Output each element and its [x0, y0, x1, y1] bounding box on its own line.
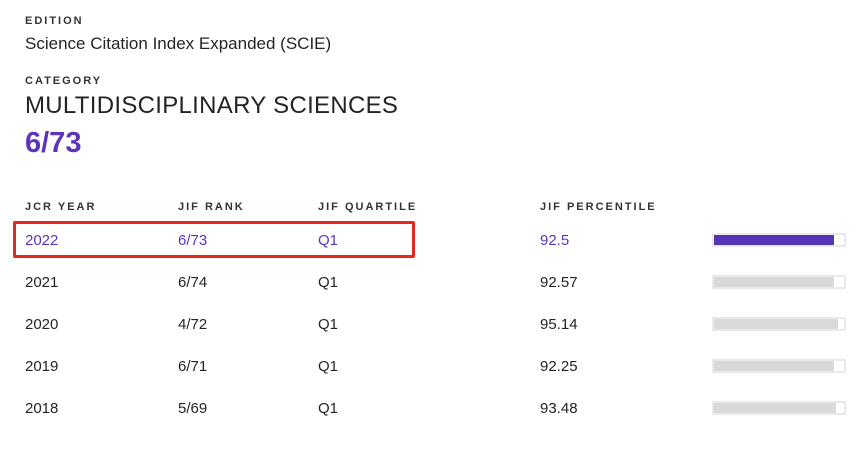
percentile-bar-fill — [714, 403, 836, 413]
jcr-year-cell: 2020 — [25, 315, 59, 333]
jcr-year-cell[interactable]: 2022 — [25, 231, 59, 249]
jif-percentile-cell[interactable]: 92.5 — [540, 231, 570, 249]
column-header-jif-quartile: JIF QUARTILE — [318, 201, 418, 213]
jif-percentile-cell: 93.48 — [540, 399, 578, 417]
jif-rank-cell: 4/72 — [178, 315, 208, 333]
column-header-jif-rank: JIF RANK — [178, 201, 245, 213]
jif-percentile-cell: 95.14 — [540, 315, 578, 333]
category-label: CATEGORY — [25, 75, 103, 87]
jcr-year-cell: 2019 — [25, 357, 59, 375]
table-row: 2020 4/72 Q1 95.14 — [25, 303, 865, 345]
table-row: 2018 5/69 Q1 93.48 — [25, 387, 865, 429]
rank-history-table: JCR YEAR JIF RANK JIF QUARTILE JIF PERCE… — [13, 201, 865, 429]
percentile-bar-fill — [714, 319, 838, 329]
jcr-year-cell: 2021 — [25, 273, 59, 291]
jif-rank-cell: 5/69 — [178, 399, 208, 417]
percentile-bar-fill — [714, 235, 835, 245]
percentile-bar-track — [712, 359, 846, 373]
percentile-bar-track — [712, 317, 846, 331]
jcr-year-cell: 2018 — [25, 399, 59, 417]
table-row: 2021 6/74 Q1 92.57 — [25, 261, 865, 303]
jif-rank-cell: 6/71 — [178, 357, 208, 375]
jif-quartile-cell[interactable]: Q1 — [318, 231, 339, 249]
table-body: 2022 6/73 Q1 92.5 2021 6/74 Q1 92.57 202… — [13, 219, 865, 429]
jif-rank-cell: 6/74 — [178, 273, 208, 291]
percentile-bar-track — [712, 401, 846, 415]
jif-quartile-cell: Q1 — [318, 399, 339, 417]
percentile-bar-fill — [714, 277, 835, 287]
current-year-rank: 6/73 — [25, 127, 82, 159]
percentile-bar-track — [712, 233, 846, 247]
edition-label: EDITION — [25, 15, 84, 27]
jif-percentile-cell: 92.57 — [540, 273, 578, 291]
jif-quartile-cell: Q1 — [318, 357, 339, 375]
jcr-category-rank-panel: EDITION Science Citation Index Expanded … — [13, 15, 865, 429]
column-header-jcr-year: JCR YEAR — [25, 201, 97, 213]
jif-rank-cell[interactable]: 6/73 — [178, 231, 208, 249]
jif-percentile-cell: 92.25 — [540, 357, 578, 375]
column-header-jif-percentile: JIF PERCENTILE — [540, 201, 657, 213]
table-row: 2019 6/71 Q1 92.25 — [25, 345, 865, 387]
table-header-row: JCR YEAR JIF RANK JIF QUARTILE JIF PERCE… — [25, 201, 865, 213]
percentile-bar-fill — [714, 361, 834, 371]
category-value: MULTIDISCIPLINARY SCIENCES — [25, 92, 399, 119]
jif-quartile-cell: Q1 — [318, 315, 339, 333]
percentile-bar-track — [712, 275, 846, 289]
table-row: 2022 6/73 Q1 92.5 — [25, 219, 865, 261]
edition-value: Science Citation Index Expanded (SCIE) — [25, 34, 332, 53]
jif-quartile-cell: Q1 — [318, 273, 339, 291]
